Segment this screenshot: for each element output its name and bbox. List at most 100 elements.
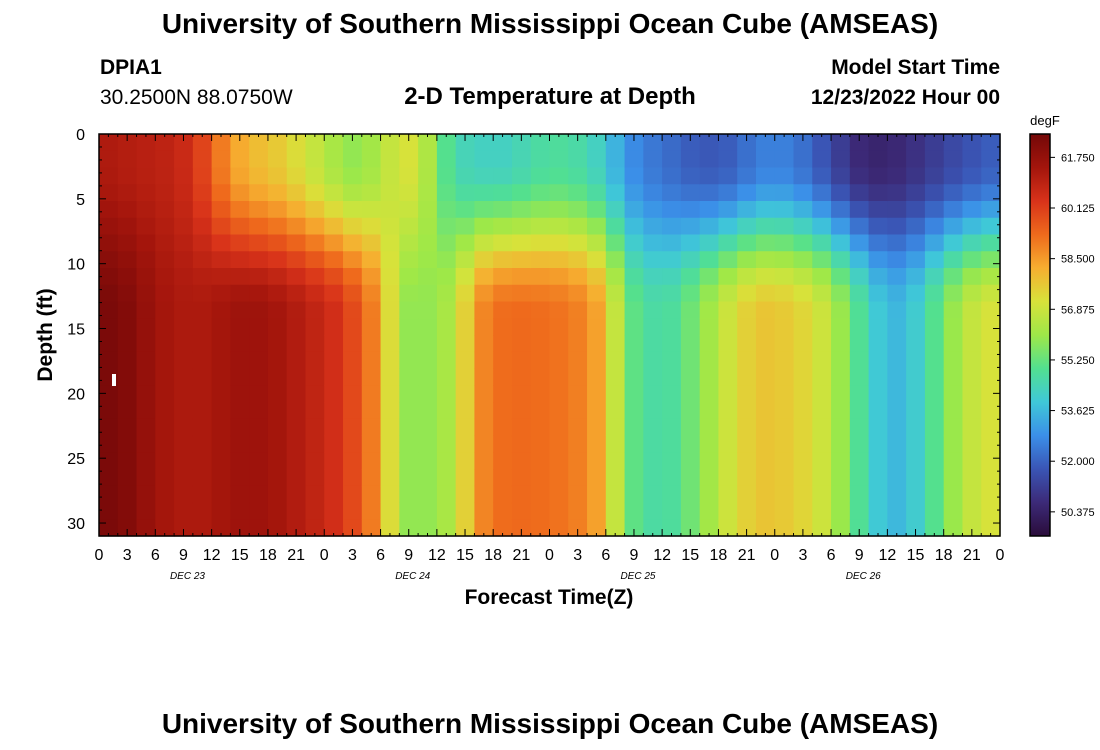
heatmap-cell bbox=[962, 184, 982, 202]
heatmap-cell bbox=[718, 368, 738, 386]
heatmap-cell bbox=[436, 351, 457, 370]
heatmap-cell bbox=[680, 284, 701, 303]
heatmap-cell bbox=[943, 301, 964, 319]
y-tick-label: 10 bbox=[67, 257, 85, 274]
heatmap-cell bbox=[192, 418, 213, 437]
heatmap-cell bbox=[230, 284, 250, 303]
heatmap-cell bbox=[662, 217, 682, 236]
heatmap-cell bbox=[774, 469, 795, 487]
heatmap-cell bbox=[399, 251, 419, 269]
heatmap-cell bbox=[249, 469, 269, 487]
heatmap-cell bbox=[774, 201, 795, 219]
heatmap-cell bbox=[699, 402, 720, 420]
heatmap-cell bbox=[680, 519, 701, 537]
station-id: DPIA1 bbox=[100, 56, 162, 79]
heatmap-cell bbox=[812, 201, 832, 219]
heatmap-cell bbox=[849, 167, 870, 185]
heatmap-cell bbox=[737, 418, 757, 437]
heatmap-cell bbox=[117, 201, 138, 219]
heatmap-cell bbox=[511, 167, 532, 185]
heatmap-cell bbox=[117, 284, 138, 303]
heatmap-cell bbox=[530, 150, 551, 169]
heatmap-cell bbox=[361, 134, 382, 152]
heatmap-cell bbox=[436, 184, 457, 202]
heatmap-cell bbox=[211, 134, 231, 152]
heatmap-cell bbox=[418, 368, 438, 386]
heatmap-cell bbox=[192, 435, 213, 453]
x-tick-label: 21 bbox=[963, 547, 981, 564]
heatmap-cell bbox=[286, 301, 307, 319]
heatmap-cell bbox=[530, 167, 551, 185]
x-tick-label: 0 bbox=[95, 547, 104, 564]
heatmap-cell bbox=[136, 184, 156, 202]
heatmap-cell bbox=[380, 452, 400, 470]
heatmap-cell bbox=[286, 335, 307, 353]
heatmap-cell bbox=[455, 519, 476, 537]
heatmap-cell bbox=[605, 318, 626, 336]
heatmap-cell bbox=[605, 134, 626, 152]
heatmap-cell bbox=[906, 234, 926, 252]
x-axis: 0 3 6 9 12 15 18 21 0 3 6 9 12 15 18 21 0 3 6 9 12 15 18 21 0 3 6 9… bbox=[95, 134, 1005, 582]
heatmap-cell bbox=[906, 368, 926, 386]
heatmap-cell bbox=[380, 301, 400, 319]
heatmap-cell bbox=[99, 150, 119, 169]
heatmap-cell bbox=[793, 469, 813, 487]
heatmap-cell bbox=[286, 469, 307, 487]
heatmap-cell bbox=[774, 184, 795, 202]
heatmap-cell bbox=[605, 251, 626, 269]
heatmap-cell bbox=[436, 167, 457, 185]
heatmap-cell bbox=[718, 251, 738, 269]
heatmap-cell bbox=[249, 217, 269, 236]
heatmap-cell bbox=[849, 519, 870, 537]
heatmap-cell bbox=[906, 301, 926, 319]
heatmap-cell bbox=[774, 284, 795, 303]
heatmap-cell bbox=[568, 351, 588, 370]
heatmap-cell bbox=[549, 318, 569, 336]
heatmap-cell bbox=[549, 167, 569, 185]
heatmap-cell bbox=[380, 217, 400, 236]
heatmap-cell bbox=[511, 150, 532, 169]
heatmap-cell bbox=[887, 251, 907, 269]
heatmap-cell bbox=[174, 234, 194, 252]
heatmap-cell bbox=[249, 435, 269, 453]
heatmap-cell bbox=[755, 385, 776, 403]
heatmap-cell bbox=[924, 268, 945, 286]
x-tick-label: 21 bbox=[287, 547, 305, 564]
heatmap-cell bbox=[436, 234, 457, 252]
heatmap-cell bbox=[943, 385, 964, 403]
heatmap-cell bbox=[267, 134, 288, 152]
heatmap-cell bbox=[812, 268, 832, 286]
heatmap-cell bbox=[962, 351, 982, 370]
heatmap-cell bbox=[962, 217, 982, 236]
heatmap-cell bbox=[887, 184, 907, 202]
heatmap-cell bbox=[230, 418, 250, 437]
heatmap-cell bbox=[436, 335, 457, 353]
heatmap-cell bbox=[286, 251, 307, 269]
heatmap-cell bbox=[117, 301, 138, 319]
heatmap-cell bbox=[192, 452, 213, 470]
heatmap-cell bbox=[211, 167, 231, 185]
heatmap-cell bbox=[981, 469, 1001, 487]
heatmap-cell bbox=[662, 435, 682, 453]
heatmap-cell bbox=[117, 251, 138, 269]
heatmap-cell bbox=[568, 368, 588, 386]
heatmap-cell bbox=[981, 134, 1001, 152]
heatmap-cell bbox=[436, 385, 457, 403]
heatmap-cell bbox=[530, 418, 551, 437]
heatmap-cell bbox=[343, 251, 363, 269]
heatmap-cell bbox=[906, 184, 926, 202]
heatmap-cell bbox=[549, 301, 569, 319]
x-tick-label: 0 bbox=[545, 547, 554, 564]
heatmap-cell bbox=[718, 335, 738, 353]
heatmap-cell bbox=[718, 318, 738, 336]
heatmap-cell bbox=[831, 184, 851, 202]
heatmap-cell bbox=[174, 201, 194, 219]
heatmap-cell bbox=[587, 485, 607, 504]
heatmap-cell bbox=[924, 452, 945, 470]
heatmap-cell bbox=[380, 418, 400, 437]
heatmap-cell bbox=[774, 502, 795, 520]
heatmap-cell bbox=[399, 335, 419, 353]
heatmap-cell bbox=[568, 184, 588, 202]
heatmap-cell bbox=[249, 234, 269, 252]
heatmap-cell bbox=[474, 485, 494, 504]
